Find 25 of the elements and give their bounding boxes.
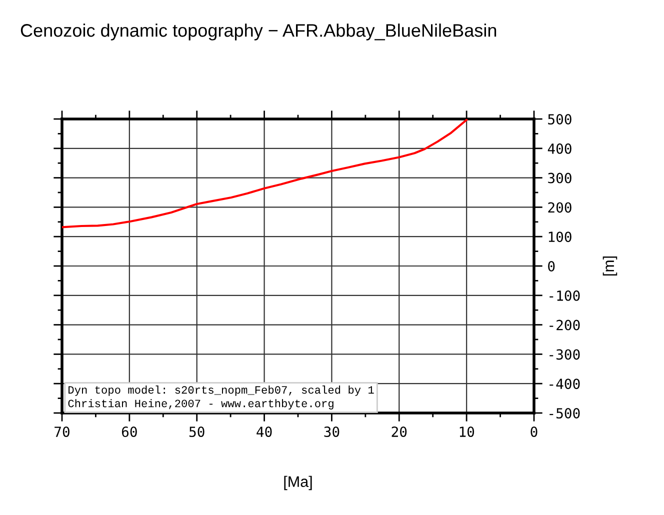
annotation: Christian Heine,2007 - www.earthbyte.org <box>68 399 334 410</box>
y-tick-label: 500 <box>548 114 572 125</box>
x-tick-label: 30 <box>324 426 340 438</box>
y-tick-label: 0 <box>548 261 555 272</box>
y-tick-label: -100 <box>550 290 580 301</box>
y-tick-label: 100 <box>548 232 572 242</box>
chart-title: Cenozoic dynamic topography − AFR.Abbay_BlueNileBasin <box>20 24 496 40</box>
x-tick-label: 70 <box>54 426 70 438</box>
y-axis-title: [m] <box>602 256 618 276</box>
x-tick-label: 50 <box>189 426 204 438</box>
y-tick-label: 400 <box>548 143 572 154</box>
y-tick-label: -500 <box>550 408 580 419</box>
x-tick-label: 10 <box>460 426 474 438</box>
y-tick-label: -200 <box>550 320 580 330</box>
x-tick-label: 40 <box>256 426 272 438</box>
line-series <box>62 119 468 228</box>
y-tick-label: 300 <box>548 172 572 184</box>
x-tick-label: 20 <box>392 426 407 438</box>
y-tick-label: -300 <box>550 349 580 360</box>
y-tick-label: -400 <box>550 378 580 390</box>
x-tick-label: 60 <box>122 426 137 438</box>
y-tick-label: 200 <box>548 202 572 213</box>
x-tick-label: 0 <box>530 426 538 438</box>
annotation: Dyn topo model: s20rts_nopm_Feb07, scaled by 1 <box>68 386 374 396</box>
x-axis-title: [Ma] <box>284 476 312 490</box>
